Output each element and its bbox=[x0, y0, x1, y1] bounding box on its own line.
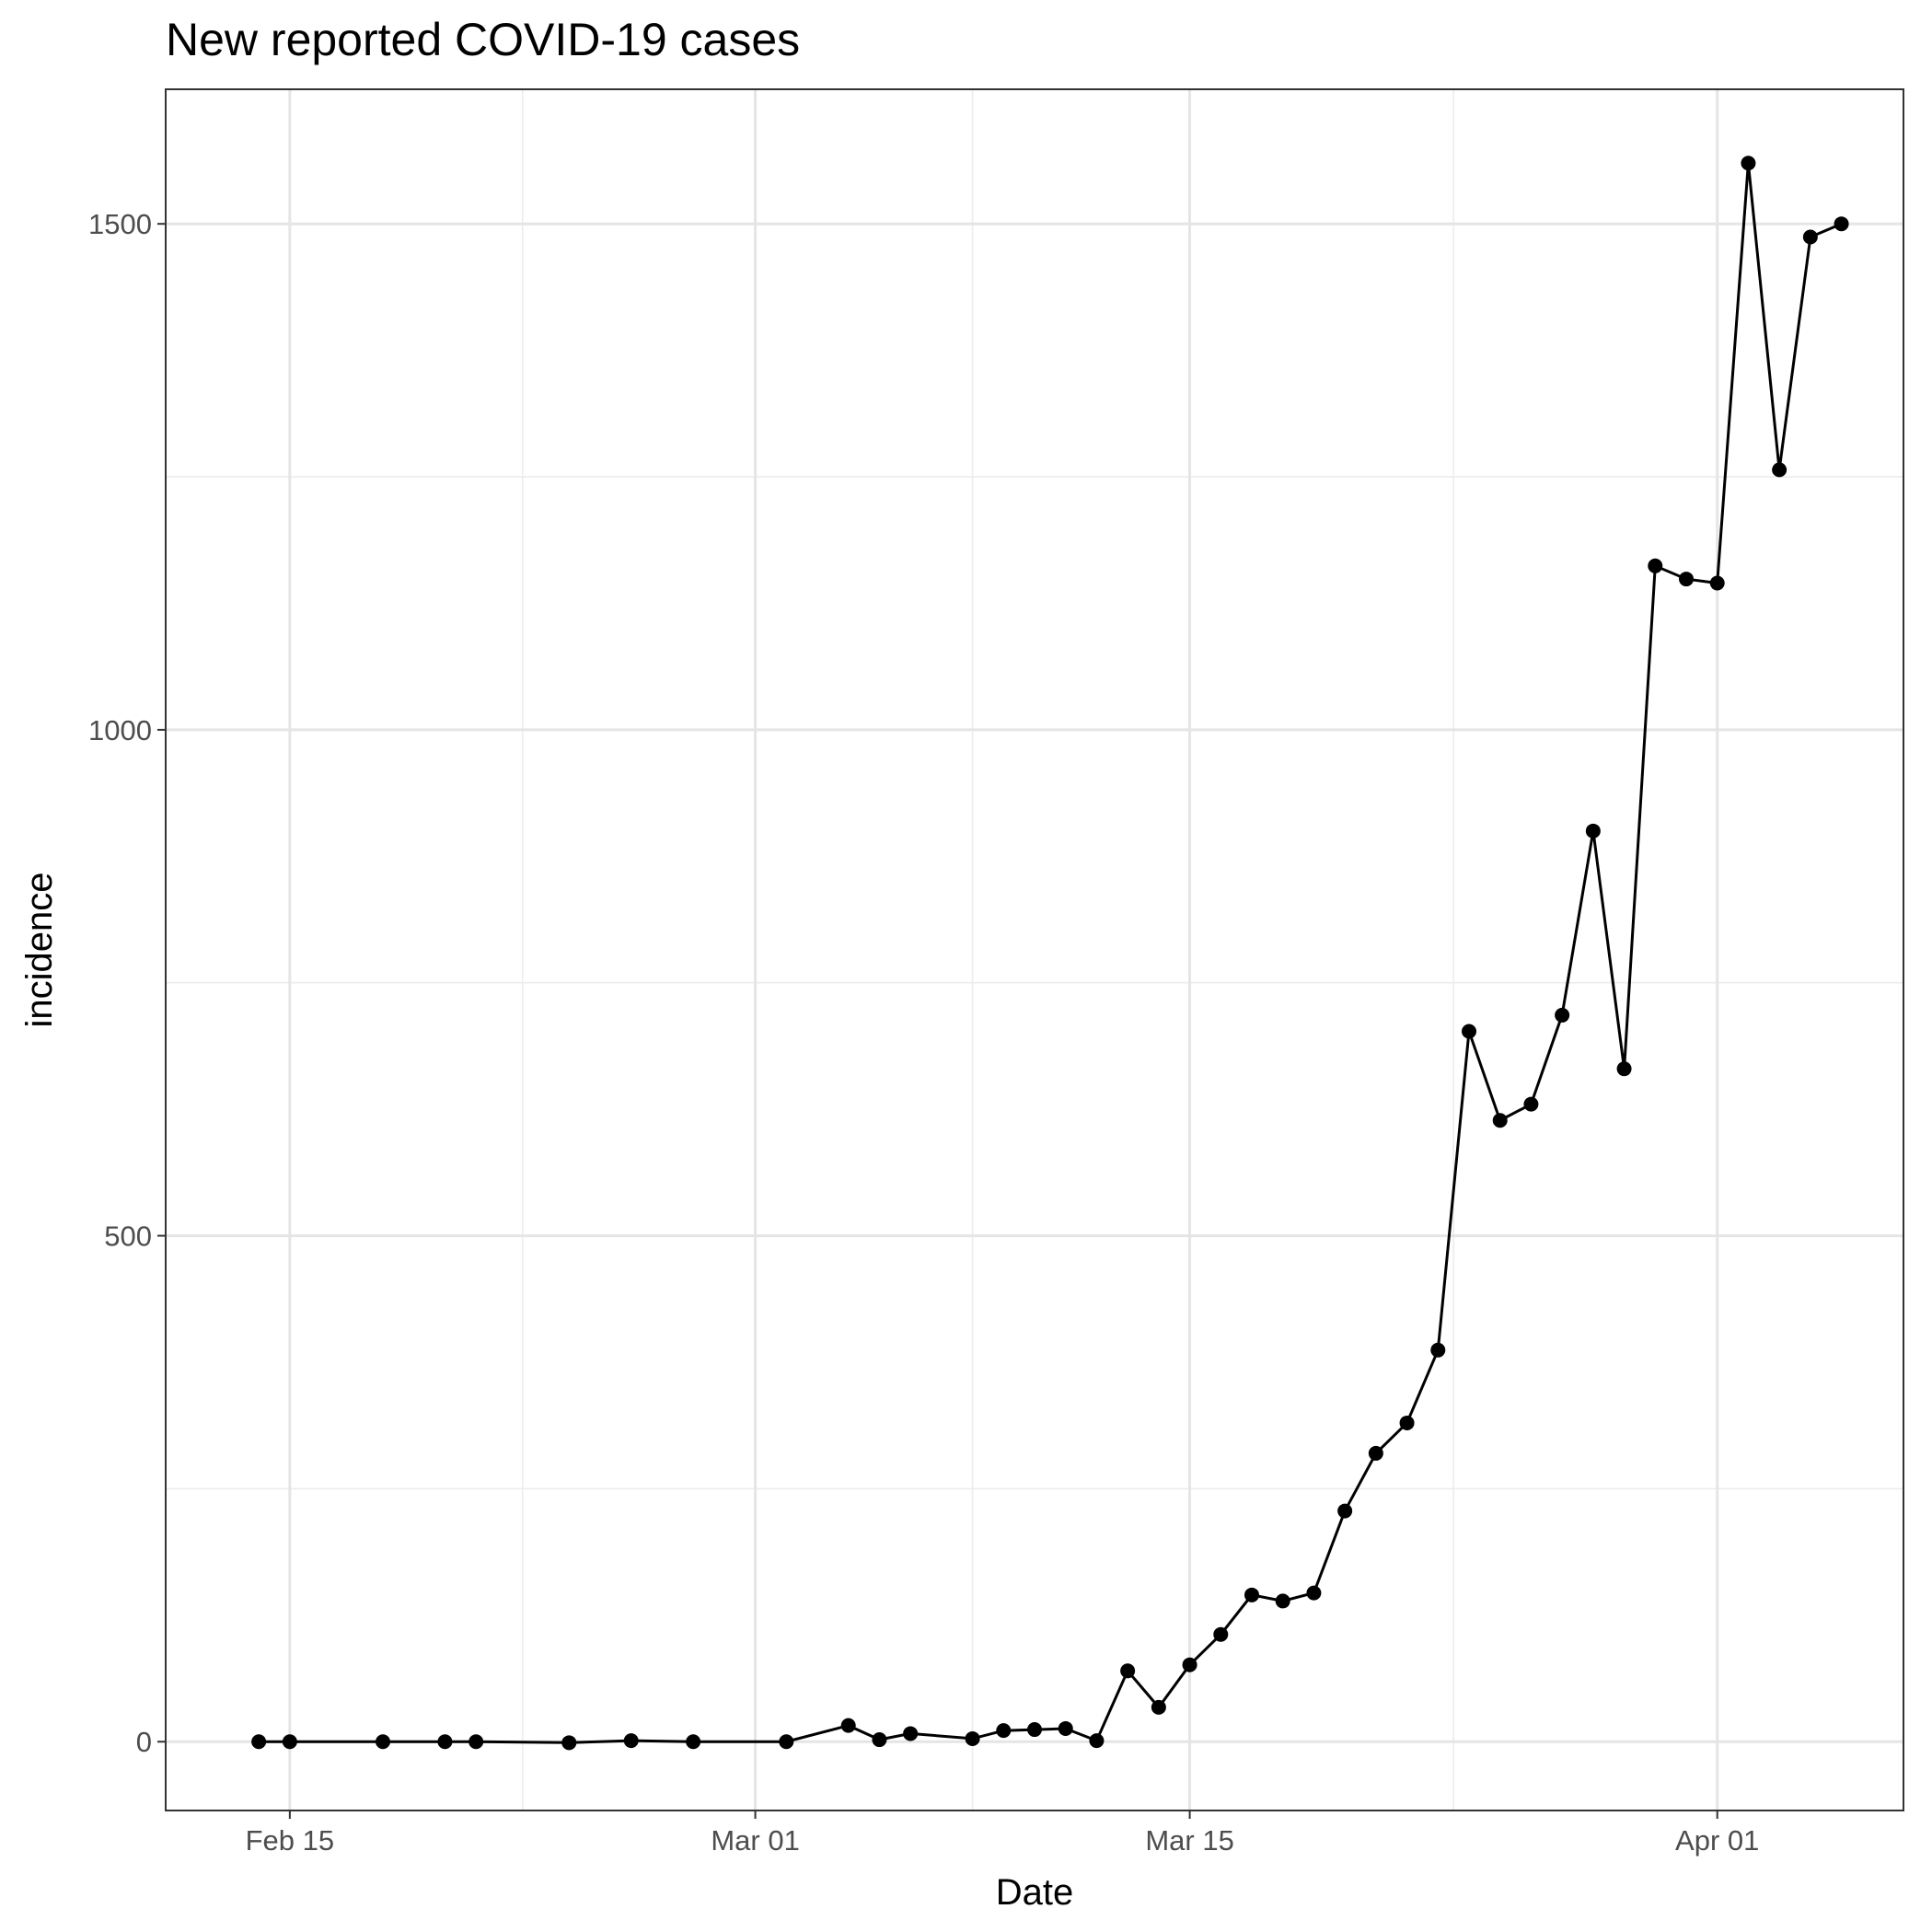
x-tick-label: Mar 01 bbox=[711, 1824, 799, 1857]
data-point bbox=[1089, 1733, 1105, 1749]
data-point bbox=[686, 1734, 701, 1750]
data-point bbox=[1492, 1113, 1508, 1128]
data-point bbox=[1709, 575, 1725, 591]
x-tick-label: Mar 15 bbox=[1145, 1824, 1233, 1857]
chart-title: New reported COVID-19 cases bbox=[166, 14, 800, 65]
data-point bbox=[376, 1734, 390, 1750]
data-point bbox=[1368, 1445, 1383, 1461]
data-point bbox=[1585, 823, 1601, 839]
data-point bbox=[469, 1734, 484, 1750]
data-point bbox=[1151, 1699, 1166, 1715]
data-point bbox=[872, 1732, 887, 1748]
y-tick-label: 1500 bbox=[88, 208, 152, 240]
data-point bbox=[1337, 1503, 1353, 1519]
panel-border bbox=[165, 88, 1904, 1811]
data-point bbox=[1058, 1720, 1073, 1736]
series-line bbox=[259, 163, 1843, 1744]
data-point bbox=[1616, 1061, 1632, 1077]
y-tick-label: 1000 bbox=[88, 714, 152, 746]
data-point bbox=[1648, 558, 1663, 573]
y-tick-label: 500 bbox=[104, 1221, 152, 1253]
data-point bbox=[1399, 1415, 1415, 1430]
data-point bbox=[251, 1734, 267, 1750]
data-point bbox=[1182, 1657, 1197, 1672]
data-point bbox=[996, 1723, 1012, 1739]
data-point bbox=[1741, 156, 1756, 171]
grid bbox=[166, 89, 1903, 1811]
data-point bbox=[903, 1726, 919, 1741]
data-point bbox=[623, 1733, 639, 1749]
data-point bbox=[965, 1730, 980, 1746]
y-tick-label: 0 bbox=[136, 1726, 152, 1758]
data-point bbox=[1430, 1342, 1446, 1358]
data-point bbox=[1834, 216, 1849, 232]
data-point bbox=[1555, 1007, 1570, 1023]
x-tick-label: Feb 15 bbox=[246, 1824, 335, 1857]
data-point bbox=[1275, 1593, 1290, 1609]
data-point bbox=[1523, 1096, 1539, 1112]
data-point bbox=[1679, 572, 1694, 587]
data-point bbox=[1802, 229, 1818, 245]
data-point bbox=[1462, 1024, 1476, 1039]
x-tick-label: Apr 01 bbox=[1675, 1824, 1759, 1857]
data-point bbox=[1120, 1663, 1136, 1679]
y-axis-title: incidence bbox=[19, 872, 60, 1027]
data-point bbox=[282, 1734, 297, 1750]
data-point bbox=[1306, 1585, 1322, 1601]
series-layer bbox=[251, 156, 1849, 1751]
data-point bbox=[779, 1734, 794, 1750]
data-point bbox=[437, 1734, 453, 1750]
data-point bbox=[840, 1718, 856, 1733]
axes: 0 500 1000 1500 Feb 15 Mar 01 Mar 15 Apr 01 bbox=[88, 208, 1759, 1857]
data-point bbox=[561, 1735, 577, 1751]
data-point bbox=[1244, 1587, 1259, 1602]
x-axis-title: Date bbox=[996, 1872, 1074, 1913]
data-point bbox=[1213, 1626, 1229, 1642]
data-point bbox=[1027, 1722, 1042, 1738]
data-point bbox=[1772, 462, 1787, 478]
